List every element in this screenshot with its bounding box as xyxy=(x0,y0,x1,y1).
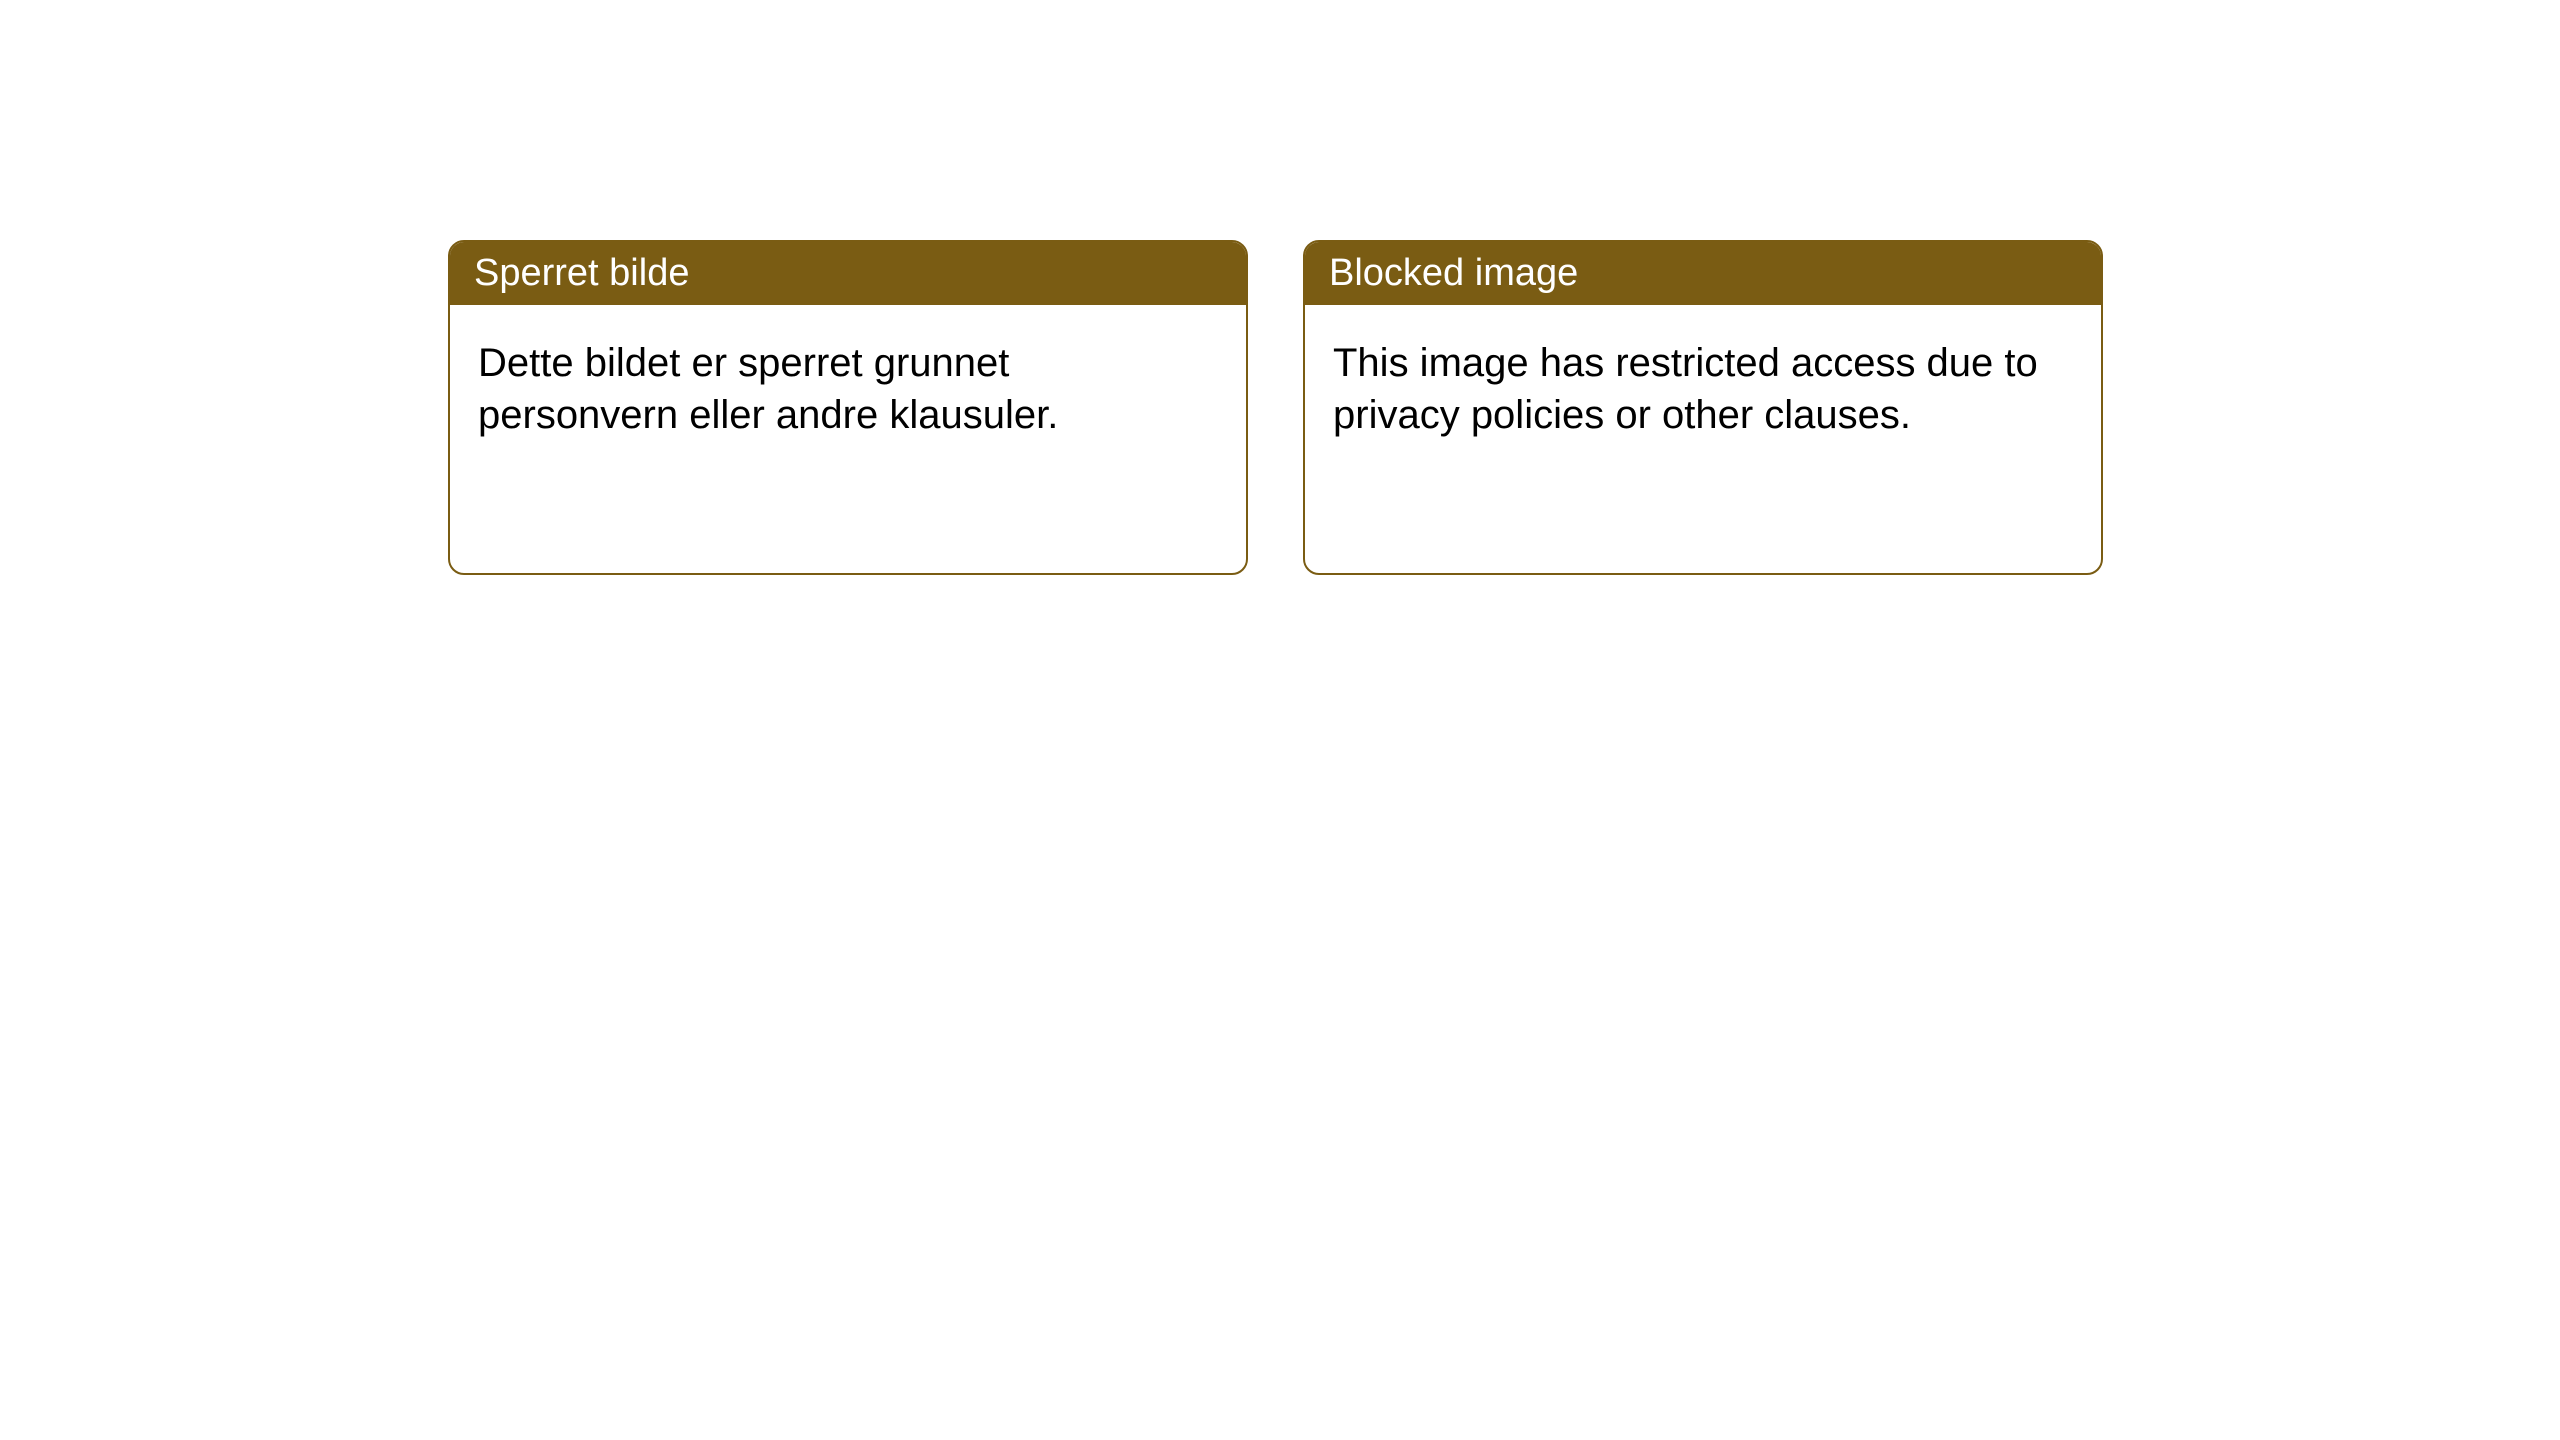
notice-body-english: This image has restricted access due to … xyxy=(1305,305,2101,473)
notice-title-norwegian: Sperret bilde xyxy=(474,252,689,294)
notice-text-norwegian: Dette bildet er sperret grunnet personve… xyxy=(478,341,1058,437)
notice-card-english: Blocked image This image has restricted … xyxy=(1303,240,2103,575)
notice-title-english: Blocked image xyxy=(1329,252,1578,294)
notice-body-norwegian: Dette bildet er sperret grunnet personve… xyxy=(450,305,1246,473)
notice-text-english: This image has restricted access due to … xyxy=(1333,341,2038,437)
notice-header-english: Blocked image xyxy=(1305,242,2101,305)
notice-header-norwegian: Sperret bilde xyxy=(450,242,1246,305)
notice-container: Sperret bilde Dette bildet er sperret gr… xyxy=(448,240,2103,575)
notice-card-norwegian: Sperret bilde Dette bildet er sperret gr… xyxy=(448,240,1248,575)
